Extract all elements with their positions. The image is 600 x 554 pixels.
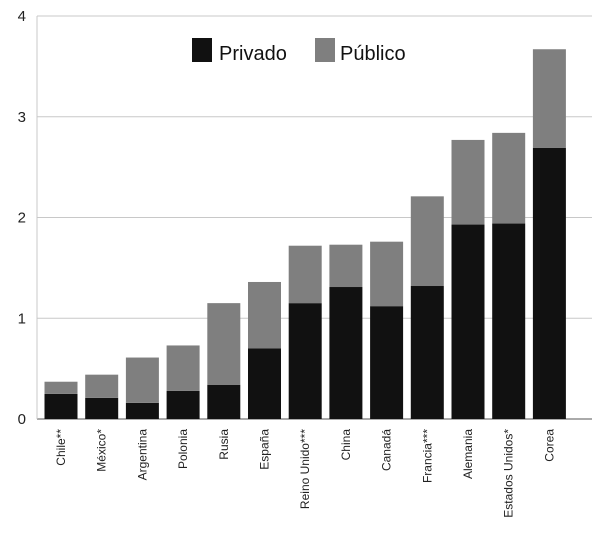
x-tick-label-11: Estados Unidos* <box>502 429 516 518</box>
bar-publico-7 <box>329 244 363 288</box>
x-tick-label-5: España <box>258 429 272 470</box>
bar-privado-5 <box>248 348 281 419</box>
x-tick-label-12: Corea <box>542 429 556 462</box>
bar-privado-2 <box>125 402 159 419</box>
bar-privado-0 <box>44 393 78 419</box>
legend-label-privado: Privado <box>219 43 287 65</box>
x-tick-label-1: México* <box>95 429 109 472</box>
bar-publico-5 <box>248 281 281 349</box>
bar-publico-10 <box>451 139 485 225</box>
bar-publico-9 <box>410 196 444 287</box>
x-tick-label-4: Rusia <box>217 429 231 460</box>
y-tick-label-4: 4 <box>18 8 26 25</box>
bar-publico-1 <box>85 374 119 398</box>
bar-privado-11 <box>492 223 526 419</box>
bar-privado-1 <box>85 397 119 419</box>
y-tick-label-3: 3 <box>18 109 26 126</box>
bar-publico-2 <box>125 357 159 403</box>
bar-privado-3 <box>166 390 200 419</box>
x-tick-label-0: Chile** <box>54 429 68 466</box>
x-tick-label-2: Argentina <box>135 429 149 481</box>
bars <box>44 49 566 420</box>
bar-publico-4 <box>207 303 241 385</box>
bar-publico-8 <box>370 241 404 307</box>
legend-swatch-privado <box>192 38 212 62</box>
bar-publico-11 <box>492 132 526 224</box>
y-axis-ticks: 0 1 2 3 4 <box>18 8 26 428</box>
x-tick-label-7: China <box>339 429 353 461</box>
x-axis-labels: Chile** México* Argentina Polonia Rusia Españ… <box>54 429 556 518</box>
bar-privado-12 <box>532 147 566 420</box>
bar-publico-0 <box>44 381 78 394</box>
x-tick-label-8: Canadá <box>380 429 394 471</box>
x-tick-label-6: Reino Unido*** <box>298 429 312 509</box>
x-tick-label-3: Polonia <box>176 429 190 469</box>
bar-privado-6 <box>288 303 322 419</box>
bar-privado-7 <box>329 287 363 419</box>
bar-publico-3 <box>166 345 200 391</box>
legend-label-publico: Público <box>340 43 406 65</box>
y-tick-label-2: 2 <box>18 210 26 227</box>
bar-privado-8 <box>370 306 404 419</box>
bar-privado-10 <box>451 224 485 419</box>
y-tick-label-0: 0 <box>18 411 26 428</box>
legend-swatch-publico <box>315 38 335 62</box>
bar-publico-12 <box>532 49 566 148</box>
legend: Privado Público <box>192 38 406 65</box>
bar-privado-4 <box>207 384 241 419</box>
x-tick-label-9: Francia*** <box>420 429 434 483</box>
bar-privado-9 <box>410 286 444 419</box>
y-tick-label-1: 1 <box>18 310 26 327</box>
bar-publico-6 <box>288 245 322 304</box>
x-tick-label-10: Alemania <box>461 429 475 479</box>
